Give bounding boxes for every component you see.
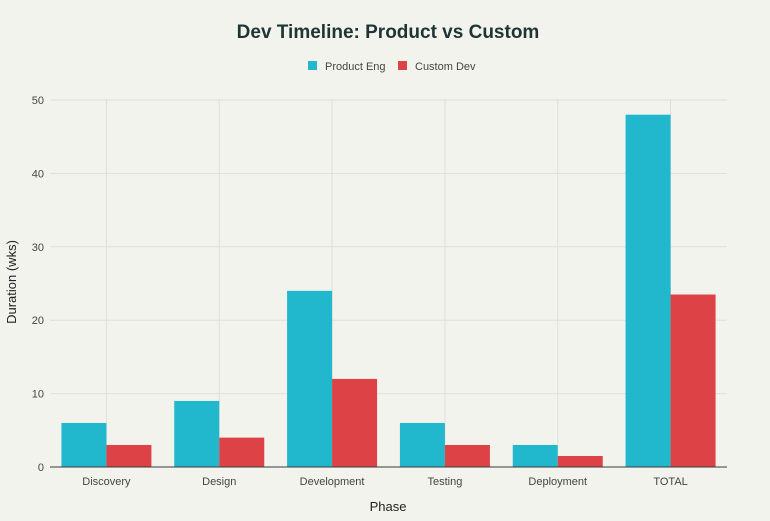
bar-custom-dev-total [670, 294, 716, 467]
bar-custom-dev-design [219, 437, 265, 467]
y-axis-label: Duration (wks) [4, 240, 19, 324]
bar-product-eng-design [174, 400, 220, 467]
bar-product-eng-testing [399, 422, 445, 467]
legend-swatch [398, 61, 407, 70]
x-tick-label: Development [300, 476, 365, 488]
bar-custom-dev-testing [444, 444, 490, 467]
grid [50, 99, 727, 467]
bar-custom-dev-development [332, 378, 378, 467]
y-tick-label: 40 [32, 168, 44, 180]
y-tick-label: 10 [32, 389, 44, 401]
bar-product-eng-deployment [512, 444, 558, 467]
bar-product-eng-total [625, 114, 671, 468]
x-tick-label: Discovery [82, 476, 131, 488]
legend-label: Product Eng [325, 61, 386, 73]
y-tick-label: 0 [38, 462, 44, 474]
x-tick-label: Deployment [528, 476, 587, 488]
bar-product-eng-discovery [61, 422, 107, 467]
legend: Product Eng Custom Dev [308, 61, 476, 73]
y-tick-label: 30 [32, 242, 44, 254]
x-tick-label: Design [202, 476, 236, 488]
y-tick-label: 50 [32, 95, 44, 107]
bar-product-eng-development [287, 290, 333, 467]
bars [61, 114, 716, 468]
legend-swatch [308, 61, 317, 70]
x-tick-labels: Discovery Design Development Testing Deploym… [82, 476, 688, 488]
y-tick-label: 20 [32, 315, 44, 327]
x-axis-label: Phase [370, 499, 407, 514]
y-tick-labels: 0 10 20 30 40 50 [32, 95, 44, 474]
chart-title: Dev Timeline: Product vs Custom [237, 22, 540, 43]
bar-custom-dev-deployment [557, 455, 603, 467]
bar-custom-dev-discovery [106, 444, 152, 467]
legend-label: Custom Dev [415, 61, 476, 73]
x-tick-label: Testing [427, 476, 462, 488]
x-tick-label: TOTAL [653, 476, 687, 488]
